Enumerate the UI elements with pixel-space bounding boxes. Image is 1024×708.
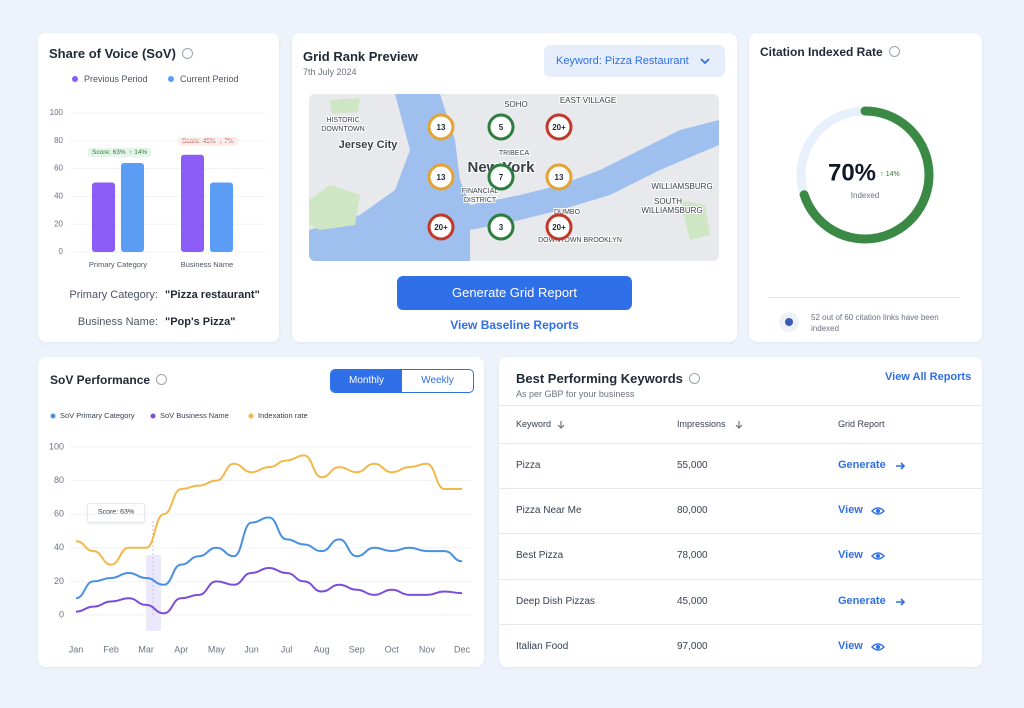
card-date: 7th July 2024 [303,67,357,77]
tab[interactable]: Weekly [421,375,454,386]
row-divider [499,443,982,444]
action-link[interactable]: Generate [838,595,886,607]
action-link[interactable]: View [838,504,863,516]
divider [768,297,960,298]
card-title: SoV Performance [50,373,168,387]
row-divider [499,533,982,534]
globe-icon [779,312,799,332]
column-header: Impressions [677,419,726,429]
score-badge: Score: 45% ↓ 7% [178,137,238,146]
card-title: Grid Rank Preview [303,49,418,64]
title-text: Best Performing Keywords [516,371,683,386]
view-all-link[interactable]: View All Reports [885,371,972,383]
legend-label: Current Period [180,74,239,84]
impressions-cell: 45,000 [677,596,708,607]
action-link[interactable]: View [838,549,863,561]
impressions-cell: 80,000 [677,505,708,516]
badge-score: Score: 63% [92,149,126,156]
info-icon[interactable] [156,374,168,385]
legend-dot [72,76,78,82]
detail-value: "Pizza restaurant" [165,289,260,301]
keywords-card [499,357,982,667]
action-icon[interactable] [870,505,885,517]
legend-item: Current Period [168,74,239,84]
detail-value: "Pop's Pizza" [165,316,236,328]
detail-label: Business Name: [77,316,158,328]
card-title: Citation Indexed Rate [760,45,900,59]
citation-card [749,33,982,342]
card-subtitle: As per GBP for your business [516,389,635,399]
info-icon[interactable] [888,46,900,57]
tooltip: Score: 63% [87,503,145,523]
keyword-cell: Pizza [516,460,541,471]
sort-icon[interactable] [557,420,565,430]
card-title: Share of Voice (SoV) [49,46,193,61]
sort-icon[interactable] [735,420,743,430]
keyword-cell: Best Pizza [516,550,564,561]
divider [499,405,982,406]
generate-grid-report-button[interactable]: Generate Grid Report [397,276,632,310]
row-divider [499,579,982,580]
impressions-cell: 55,000 [677,460,708,471]
detail-label: Primary Category: [69,289,158,301]
impressions-cell: 97,000 [677,641,708,652]
badge-change: ↑ 14% [129,149,148,156]
badge-change: ↓ 7% [219,138,234,145]
badge-score: Score: 45% [182,138,216,145]
legend-label: Previous Period [84,74,148,84]
footnote: 52 out of 60 citation links have been in… [811,313,939,333]
action-icon[interactable] [894,460,908,472]
keyword-cell: Pizza Near Me [516,505,582,516]
action-link[interactable]: Generate [838,459,886,471]
info-icon[interactable] [181,48,193,59]
title-text: Share of Voice (SoV) [49,46,176,61]
action-icon[interactable] [894,596,908,608]
keyword-cell: Deep Dish Pizzas [516,596,595,607]
view-baseline-link[interactable]: View Baseline Reports [450,318,579,332]
keyword-cell: Italian Food [516,641,569,652]
tab-active[interactable]: Monthly [331,370,402,392]
column-header: Keyword [516,419,552,429]
keyword-dropdown[interactable]: Keyword: Pizza Restaurant [544,45,725,77]
action-link[interactable]: View [838,640,863,652]
title-text: SoV Performance [50,373,151,387]
title-text: Citation Indexed Rate [760,45,883,59]
dropdown-label: Keyword: Pizza Restaurant [556,55,689,67]
period-tabs: Monthly Weekly [330,369,474,393]
action-icon[interactable] [870,550,885,562]
column-header: Grid Report [838,419,885,429]
info-icon[interactable] [688,373,700,384]
score-badge: Score: 63% ↑ 14% [88,148,152,157]
row-divider [499,488,982,489]
card-title: Best Performing Keywords [516,371,700,386]
legend-dot [168,76,174,82]
share-of-voice-card [38,33,279,342]
row-divider [499,624,982,625]
impressions-cell: 78,000 [677,550,708,561]
legend-item: Previous Period [72,74,148,84]
action-icon[interactable] [870,641,885,653]
chevron-icon [700,58,710,65]
